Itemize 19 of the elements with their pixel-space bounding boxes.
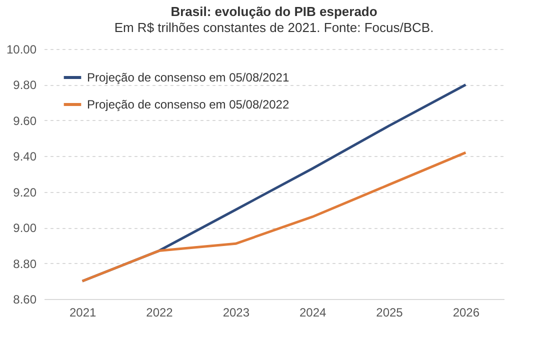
- x-tick-label: 2021: [69, 306, 97, 320]
- line-series: [81, 151, 467, 282]
- y-tick-label: 8.60: [13, 292, 37, 306]
- y-tick-label: 9.60: [13, 114, 37, 128]
- x-tick-label: 2026: [452, 306, 480, 320]
- legend-label: Projeção de consenso em 05/08/2021: [87, 70, 290, 84]
- y-tick-label: 9.00: [13, 221, 37, 236]
- x-tick-label: 2025: [376, 306, 404, 320]
- x-tick-label: 2023: [222, 306, 250, 320]
- x-tick-label: 2024: [299, 306, 327, 320]
- y-tick-label: 9.20: [13, 185, 37, 200]
- x-tick-label: 2022: [146, 306, 174, 320]
- y-tick-label: 10.00: [6, 42, 37, 56]
- y-tick-label: 9.40: [13, 150, 37, 164]
- legend-label: Projeção de consenso em 05/08/2022: [87, 98, 290, 112]
- chart-subtitle: Em R$ trilhões constantes de 2021. Fonte: Focus/BCB.: [114, 20, 434, 35]
- chart-title: Brasil: evolução do PIB esperado: [170, 4, 378, 19]
- y-tick-label: 9.80: [13, 78, 37, 92]
- y-tick-label: 8.80: [13, 256, 37, 271]
